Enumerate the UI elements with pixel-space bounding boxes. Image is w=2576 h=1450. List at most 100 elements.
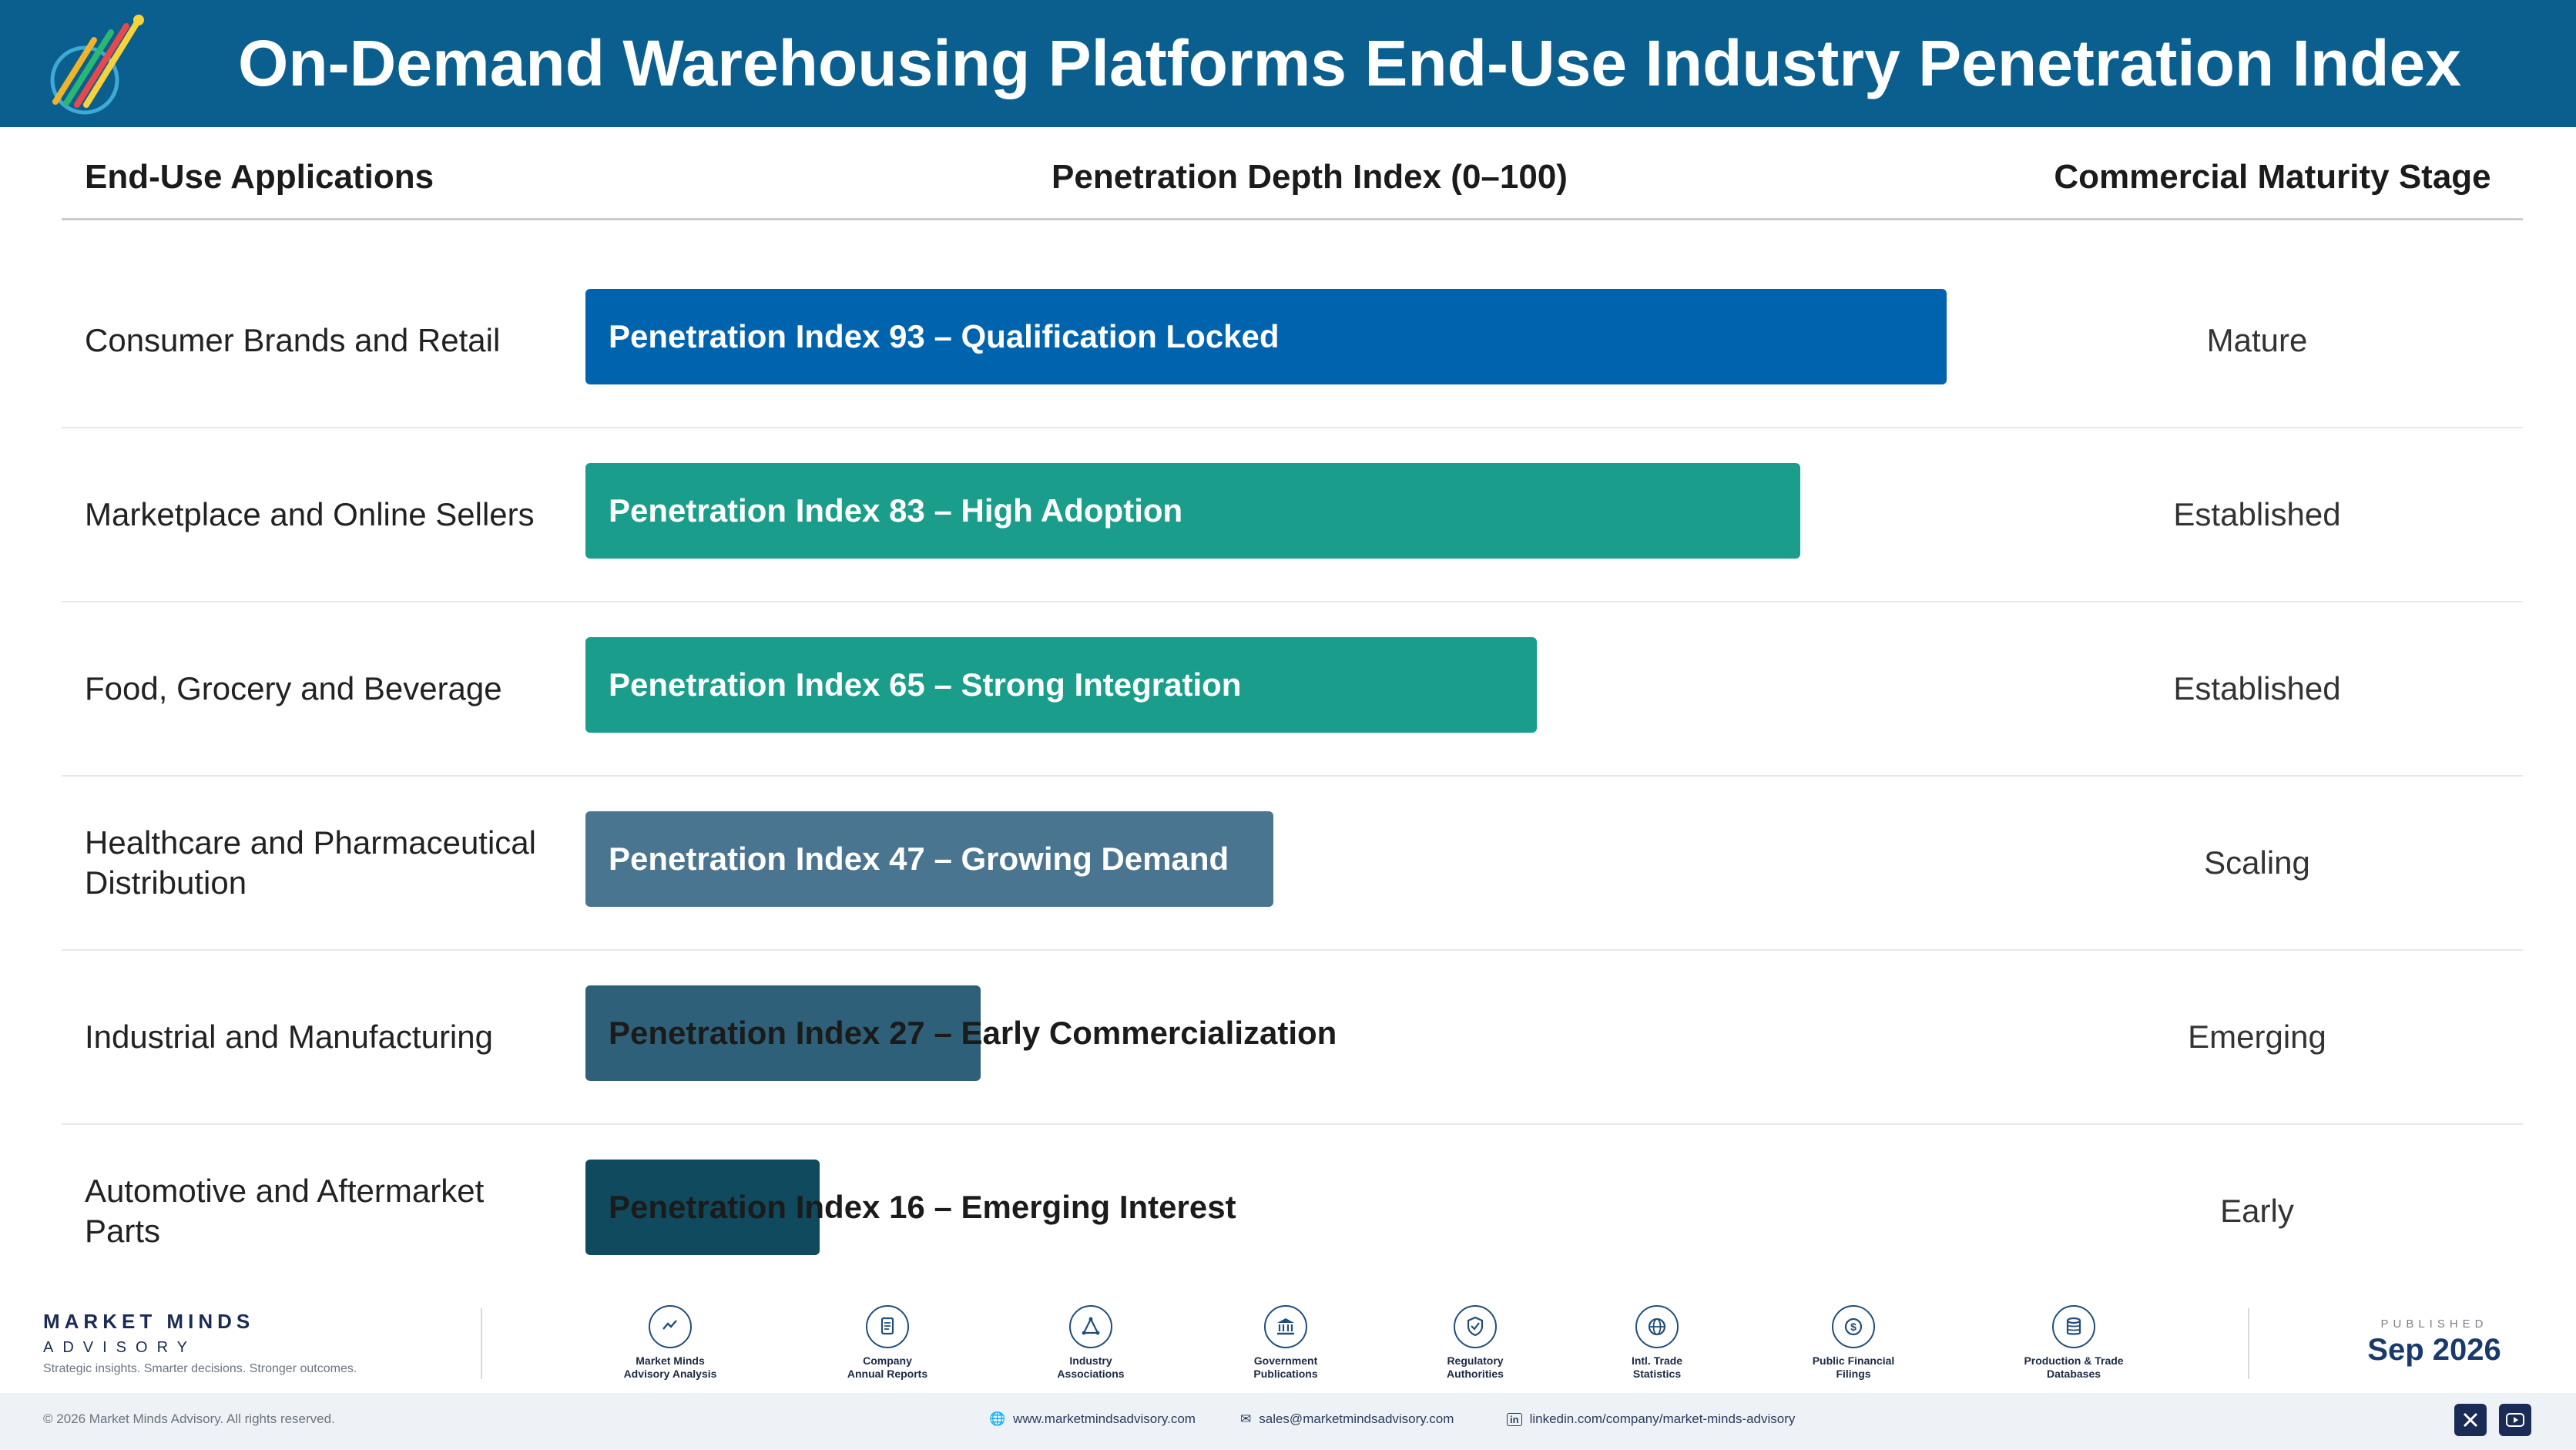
bar	[585, 637, 1537, 733]
source-label-line2: Associations	[1057, 1368, 1125, 1380]
database-icon	[2052, 1305, 2095, 1348]
footer-divider	[481, 1308, 482, 1379]
network-icon	[1069, 1305, 1112, 1348]
svg-text:$: $	[1850, 1321, 1857, 1333]
bar-track: Penetration Index 65 – Strong Integratio…	[585, 637, 2049, 733]
source-label: Government Publications	[1216, 1354, 1355, 1381]
bar	[585, 985, 981, 1081]
column-header-applications: End-Use Applications	[85, 158, 434, 196]
maturity-stage: Emerging	[2188, 1019, 2326, 1055]
bar	[585, 289, 1947, 384]
dollar-coin-icon: $	[1832, 1305, 1875, 1348]
maturity-stage: Scaling	[2204, 844, 2310, 881]
shield-check-icon	[1454, 1305, 1497, 1348]
source-label-line1: Production & Trade	[2024, 1354, 2124, 1367]
x-social-button[interactable]	[2454, 1404, 2487, 1436]
source-label-line1: Government	[1253, 1354, 1318, 1367]
youtube-icon	[2506, 1413, 2524, 1427]
published-label: PUBLISHED	[2380, 1317, 2488, 1331]
government-building-icon	[1264, 1305, 1307, 1348]
source-label-line1: Market Minds	[636, 1354, 705, 1367]
website-text: www.marketmindsadvisory.com	[1013, 1411, 1196, 1426]
bottom-bar	[0, 1393, 2576, 1450]
bar-label: Penetration Index 65 – Strong Integratio…	[609, 666, 1242, 703]
source-label: Industry Associations	[1021, 1354, 1160, 1381]
maturity-stage: Early	[2220, 1193, 2294, 1229]
source-label: Public Financial Filings	[1784, 1354, 1923, 1381]
source-item: Industry Associations	[1021, 1305, 1160, 1381]
bar-label: Penetration Index 16 – Emerging Interest	[609, 1189, 1236, 1225]
source-label-line1: Intl. Trade	[1631, 1354, 1683, 1367]
source-item: Intl. Trade Statistics	[1588, 1305, 1726, 1381]
globe-icon	[1635, 1305, 1679, 1348]
header-divider	[62, 218, 2523, 220]
source-label-line2: Statistics	[1632, 1368, 1682, 1380]
category-label: Consumer Brands and Retail	[85, 322, 501, 358]
category-label: Healthcare and Pharmaceutical Distributi…	[85, 824, 536, 901]
source-label-line1: Company	[863, 1354, 912, 1367]
bar-label: Penetration Index 93 – Qualification Loc…	[609, 318, 1280, 354]
bar-track: Penetration Index 16 – Emerging Interest	[585, 1160, 2049, 1255]
bar	[585, 463, 1800, 559]
linkedin-text: linkedin.com/company/market-minds-adviso…	[1529, 1411, 1796, 1426]
bar	[585, 1160, 820, 1255]
source-label: Intl. Trade Statistics	[1588, 1354, 1726, 1381]
source-label-line2: Advisory Analysis	[623, 1368, 717, 1380]
bar-label: Penetration Index 47 – Growing Demand	[609, 841, 1229, 877]
brand-name: MARKET MINDS	[43, 1310, 255, 1333]
penetration-chart: Consumer Brands and Retail Penetration In…	[62, 254, 2523, 1300]
chart-row: Marketplace and Online Sellers Penetratio…	[62, 428, 2523, 602]
source-item: Company Annual Reports	[818, 1305, 957, 1381]
website-link[interactable]: 🌐 www.marketmindsadvisory.com	[989, 1411, 1196, 1427]
source-label-line1: Industry	[1069, 1354, 1112, 1367]
source-item: Market Minds Advisory Analysis	[601, 1305, 740, 1381]
brand-tagline: Strategic insights. Smarter decisions. S…	[43, 1362, 357, 1375]
source-label-line2: Databases	[2046, 1368, 2101, 1380]
globe-icon: 🌐	[989, 1411, 1006, 1426]
source-label-line2: Authorities	[1447, 1368, 1504, 1380]
source-item: $ Public Financial Filings	[1784, 1305, 1923, 1381]
document-icon	[866, 1305, 909, 1348]
bar-track: Penetration Index 83 – High Adoption	[585, 463, 2049, 559]
bar	[585, 811, 1273, 907]
column-header-index: Penetration Depth Index (0–100)	[1052, 158, 1568, 196]
source-item: Government Publications	[1216, 1305, 1355, 1381]
chart-row: Healthcare and Pharmaceutical Distributi…	[62, 777, 2523, 951]
source-label-line2: Filings	[1836, 1368, 1871, 1380]
published-date: Sep 2026	[2367, 1333, 2501, 1367]
page-title: On-Demand Warehousing Platforms End-Use …	[238, 27, 2461, 99]
linkedin-icon: in	[1507, 1412, 1522, 1426]
source-label-line2: Annual Reports	[847, 1368, 928, 1380]
linkedin-link[interactable]: in linkedin.com/company/market-minds-adv…	[1507, 1411, 1795, 1427]
copyright: © 2026 Market Minds Advisory. All rights…	[43, 1411, 335, 1426]
header-banner: On-Demand Warehousing Platforms End-Use …	[0, 0, 2576, 127]
mail-icon: ✉	[1240, 1411, 1252, 1426]
maturity-stage: Established	[2173, 670, 2341, 707]
column-header-stage: Commercial Maturity Stage	[2054, 158, 2491, 196]
maturity-stage: Mature	[2206, 322, 2308, 358]
source-label: Production & Trade Databases	[2004, 1354, 2143, 1381]
chart-row: Consumer Brands and Retail Penetration In…	[62, 254, 2523, 428]
chart-row: Automotive and Aftermarket Parts Penetrat…	[62, 1125, 2523, 1300]
email-text: sales@marketmindsadvisory.com	[1259, 1411, 1454, 1426]
youtube-social-button[interactable]	[2499, 1404, 2531, 1436]
source-label-line1: Regulatory	[1447, 1354, 1504, 1367]
category-label: Automotive and Aftermarket Parts	[85, 1173, 485, 1249]
brand-subtitle: ADVISORY	[43, 1339, 196, 1356]
bar-track: Penetration Index 93 – Qualification Loc…	[585, 289, 2049, 384]
source-item: Production & Trade Databases	[2004, 1305, 2143, 1381]
chart-line-icon	[649, 1305, 692, 1348]
category-label: Industrial and Manufacturing	[85, 1019, 493, 1055]
source-label: Regulatory Authorities	[1406, 1354, 1545, 1381]
bar-label: Penetration Index 27 – Early Commerciali…	[609, 1015, 1337, 1051]
source-label-line1: Public Financial	[1812, 1354, 1895, 1367]
chart-row: Industrial and Manufacturing Penetration …	[62, 951, 2523, 1125]
source-label-line2: Publications	[1253, 1368, 1318, 1380]
source-label: Company Annual Reports	[818, 1354, 957, 1381]
category-label: Marketplace and Online Sellers	[85, 496, 535, 532]
maturity-stage: Established	[2173, 496, 2341, 532]
category-label: Food, Grocery and Beverage	[85, 670, 502, 707]
chart-row: Food, Grocery and Beverage Penetration In…	[62, 602, 2523, 777]
email-link[interactable]: ✉ sales@marketmindsadvisory.com	[1240, 1411, 1454, 1427]
footer-divider	[2248, 1308, 2249, 1379]
